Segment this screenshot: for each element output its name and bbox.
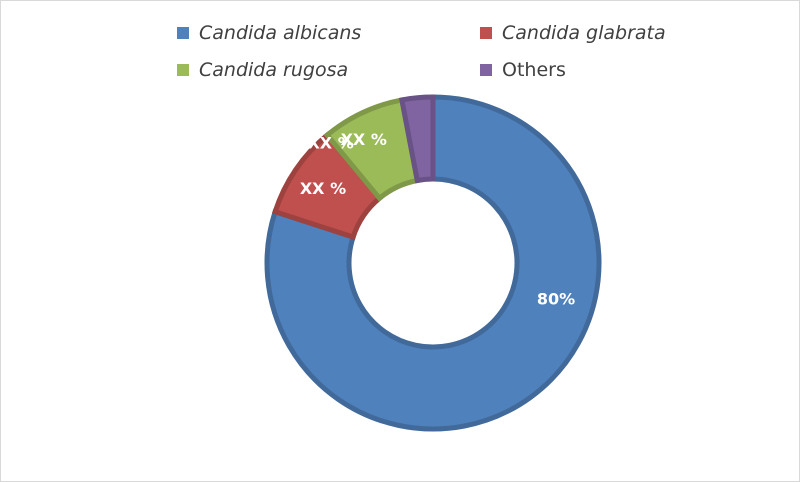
data-label-candida-rugosa: XX % [341, 130, 387, 149]
legend-swatch-candida-rugosa [177, 64, 189, 76]
legend-swatch-candida-albicans [177, 27, 189, 39]
data-label-others: XX % [307, 134, 353, 153]
data-label-candida-albicans: 80% [537, 289, 575, 308]
legend-label: Candida glabrata [502, 22, 666, 44]
legend-label: Others [502, 59, 566, 81]
slice-candida-albicans [264, 94, 602, 432]
legend-item-others: Others [480, 58, 566, 82]
legend-swatch-candida-glabrata [480, 27, 492, 39]
chart-legend: Candida albicans Candida glabrata Candid… [177, 21, 697, 85]
legend-swatch-others [480, 64, 492, 76]
legend-item-candida-albicans: Candida albicans [177, 21, 361, 45]
data-label-candida-glabrata: XX % [300, 179, 346, 198]
legend-label: Candida rugosa [199, 59, 349, 81]
legend-label: Candida albicans [199, 22, 362, 44]
slice-others [398, 94, 436, 184]
legend-item-candida-rugosa: Candida rugosa [177, 58, 348, 82]
legend-item-candida-glabrata: Candida glabrata [480, 21, 666, 45]
